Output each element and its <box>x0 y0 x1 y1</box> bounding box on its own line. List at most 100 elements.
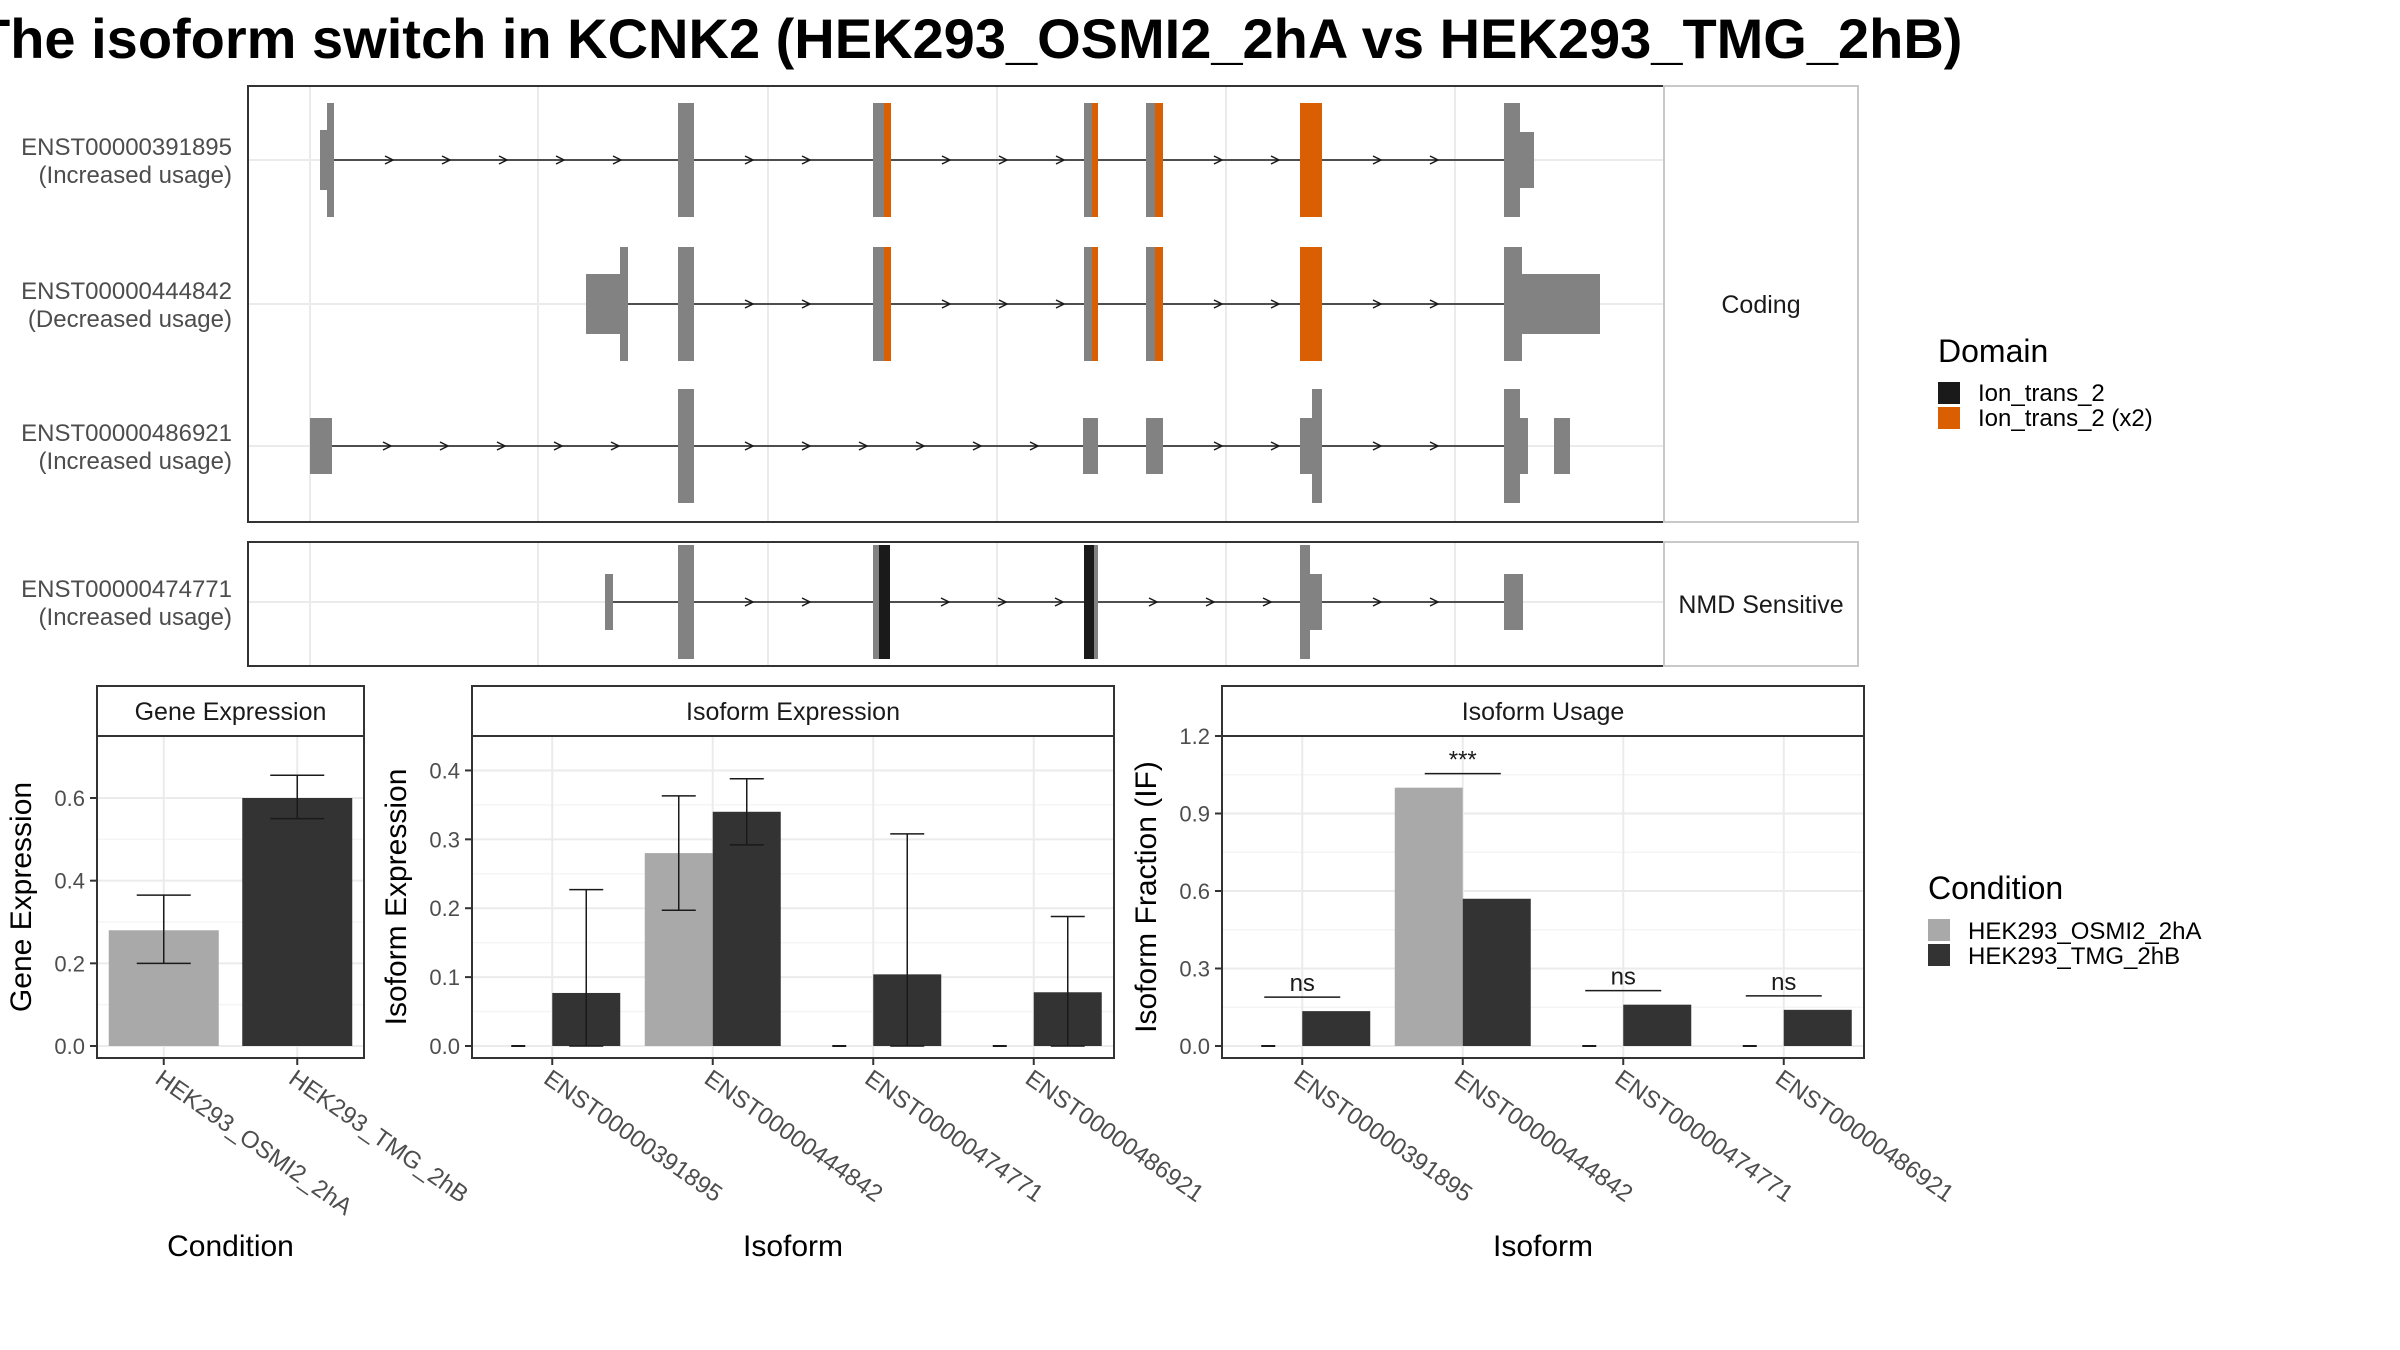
transcript-id-label: ENST00000486921 <box>21 420 232 447</box>
exon-block <box>1520 418 1528 474</box>
condition-legend-swatch-osmi <box>1928 919 1950 941</box>
domain-ion-trans-2-block <box>1084 545 1094 659</box>
intron-direction-arrow <box>1429 441 1440 451</box>
intron-direction-arrow <box>915 441 926 451</box>
transcript-row-ENST00000486921: ENST00000486921(Increased usage) <box>21 389 1570 503</box>
bar-chart-isoform-usage: Isoform Usage ns *** ns ns 0.0 0.3 0.6 0.9 1.2 ENS… <box>1130 685 1959 1263</box>
intron-direction-arrow <box>1429 597 1440 607</box>
domain-legend-label-ion-trans-2-x2: Ion_trans_2 (x2) <box>1978 405 2153 432</box>
condition-legend-title: Condition <box>1928 870 2063 906</box>
domain-ion-trans-2-x2-block <box>1300 247 1322 361</box>
y-tick-label: 0.6 <box>1179 879 1210 904</box>
domain-legend-title: Domain <box>1938 333 2048 369</box>
y-tick-label: 0.0 <box>429 1034 460 1059</box>
significance-label: ns <box>1290 970 1315 997</box>
intron-direction-arrow <box>941 299 952 309</box>
transcript-usage-label: (Increased usage) <box>39 448 232 475</box>
chart-title: Isoform Expression <box>686 698 900 726</box>
domain-legend: Domain Ion_trans_2 Ion_trans_2 (x2) <box>1938 333 2153 432</box>
y-tick-label: 1.2 <box>1179 724 1210 749</box>
condition-legend-label-tmg: HEK293_TMG_2hB <box>1968 943 2180 970</box>
intron-direction-arrow <box>496 441 507 451</box>
condition-legend-label-osmi: HEK293_OSMI2_2hA <box>1968 918 2201 945</box>
significance-label: ns <box>1771 969 1796 996</box>
intron-direction-arrow <box>801 597 812 607</box>
domain-legend-swatch-ion-trans-2 <box>1938 382 1960 404</box>
intron-direction-arrow <box>1372 441 1383 451</box>
bar-chart-isoform-expression: Isoform Expression 0.0 0.1 0.2 0.3 0.4 ENST000… <box>380 685 1209 1263</box>
y-tick-label: 0.3 <box>1179 957 1210 982</box>
exon-block <box>310 418 332 474</box>
intron-direction-arrow <box>744 441 755 451</box>
intron-direction-arrow <box>555 155 566 165</box>
intron-direction-arrow <box>1270 299 1281 309</box>
exon-block <box>873 545 879 659</box>
bar-chart-gene-expression: Gene Expression0.00.20.40.6HEK293_OSMI2_… <box>5 685 473 1263</box>
intron-direction-arrow <box>612 155 623 165</box>
transcript-row-ENST00000474771: ENST00000474771(Increased usage) <box>21 545 1523 659</box>
intron-direction-arrow <box>498 155 509 165</box>
y-axis-label: Isoform Expression <box>380 769 413 1026</box>
domain-ion-trans-2-x2-block <box>1155 247 1163 361</box>
exon-block <box>1083 418 1098 474</box>
transcript-row-ENST00000391895: ENST00000391895(Increased usage) <box>21 103 1534 217</box>
intron-direction-arrow <box>1213 441 1224 451</box>
chart-title-strip <box>471 685 1115 737</box>
y-tick-label: 0.2 <box>54 951 85 976</box>
domain-ion-trans-2-x2-block <box>1300 103 1322 217</box>
x-axis-label: Condition <box>167 1230 294 1263</box>
exon-block <box>1522 274 1600 334</box>
chart-panel-background <box>1222 736 1864 1058</box>
exon-block <box>873 103 886 217</box>
y-tick-label: 0.9 <box>1179 802 1210 827</box>
exon-block <box>620 247 628 361</box>
exon-block <box>1146 418 1163 474</box>
domain-ion-trans-2-x2-block <box>884 103 891 217</box>
bar-HEK293_OSMI2_2hA-ENST00000444842 <box>1394 787 1463 1046</box>
exon-block <box>1307 574 1322 630</box>
transcript-id-label: ENST00000391895 <box>21 134 232 161</box>
intron-direction-arrow <box>1205 597 1216 607</box>
x-axis-label: Isoform <box>743 1230 843 1263</box>
structure-facet-label-nmd-sensitive: NMD Sensitive <box>1678 591 1843 619</box>
bar-HEK293_TMG_2hB <box>242 798 353 1046</box>
domain-ion-trans-2-x2-block <box>1092 247 1098 361</box>
figure-title: The isoform switch in KCNK2 (HEK293_OSMI… <box>0 7 1962 70</box>
chart-title-strip <box>96 685 365 737</box>
intron-direction-arrow <box>1270 155 1281 165</box>
significance-label: *** <box>1449 747 1477 774</box>
intron-direction-arrow <box>1029 441 1040 451</box>
exon-block <box>1504 389 1520 503</box>
transcript-row-ENST00000444842: ENST00000444842(Decreased usage) <box>21 247 1600 361</box>
transcript-id-label: ENST00000444842 <box>21 278 232 305</box>
intron-direction-arrow <box>1213 155 1224 165</box>
domain-legend-label-ion-trans-2: Ion_trans_2 <box>1978 380 2105 407</box>
intron-direction-arrow <box>744 597 755 607</box>
y-tick-label: 0.4 <box>429 758 460 783</box>
intron-direction-arrow <box>1055 155 1066 165</box>
exon-block <box>1300 545 1310 659</box>
exon-block <box>1518 132 1534 188</box>
intron-direction-arrow <box>940 597 951 607</box>
intron-direction-arrow <box>744 155 755 165</box>
intron-direction-arrow <box>801 155 812 165</box>
intron-direction-arrow <box>1429 299 1440 309</box>
exon-block <box>1092 545 1098 659</box>
intron-direction-arrow <box>801 299 812 309</box>
transcript-usage-label: (Decreased usage) <box>28 306 232 333</box>
transcript-usage-label: (Increased usage) <box>39 162 232 189</box>
intron-direction-arrow <box>439 441 450 451</box>
intron-direction-arrow <box>997 597 1008 607</box>
domain-ion-trans-2-x2-block <box>884 247 891 361</box>
exon-block <box>586 274 620 334</box>
intron-direction-arrow <box>998 155 1009 165</box>
chart-panel-border <box>96 735 365 1059</box>
y-tick-label: 0.0 <box>54 1034 85 1059</box>
exon-block <box>1312 389 1322 503</box>
intron-direction-arrow <box>858 441 869 451</box>
x-tick-label: ENST00000486921 <box>1020 1065 1208 1208</box>
chart-panel-border <box>1221 735 1865 1059</box>
intron-direction-arrow <box>801 441 812 451</box>
